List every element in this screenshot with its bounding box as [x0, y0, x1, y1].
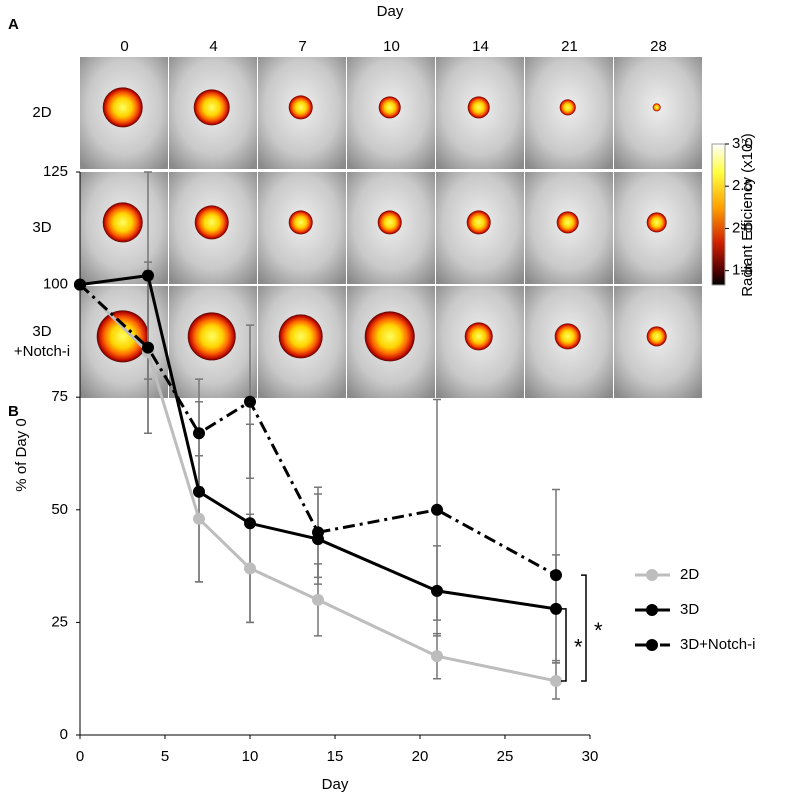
y-tick-label: 50	[51, 501, 68, 518]
signal-blob	[364, 311, 415, 362]
column-label: 28	[650, 38, 667, 55]
x-tick-label: 10	[242, 748, 259, 765]
signal-blob	[193, 89, 230, 126]
column-label: 10	[383, 38, 400, 55]
signal-blob	[288, 210, 313, 235]
data-point	[142, 341, 154, 354]
legend-marker	[646, 569, 658, 581]
y-tick-label: 75	[51, 388, 68, 405]
signal-blob	[194, 205, 229, 240]
data-point	[550, 674, 562, 687]
x-tick-label: 30	[582, 748, 599, 765]
signal-blob	[556, 211, 579, 234]
signal-blob	[652, 103, 661, 112]
signal-blob	[554, 323, 581, 350]
data-point	[431, 584, 443, 597]
signal-blob	[646, 212, 667, 233]
y-axis-label: % of Day 0	[13, 418, 30, 491]
y-tick-label: 0	[60, 726, 68, 743]
data-point	[142, 269, 154, 282]
signal-blob	[467, 96, 490, 119]
data-point	[431, 503, 443, 516]
data-point	[74, 278, 86, 291]
signal-blob	[378, 96, 401, 119]
signal-blob	[466, 210, 491, 235]
data-point	[550, 569, 562, 582]
signal-blob	[288, 95, 313, 120]
colorbar-tick-label: 3.0	[732, 135, 753, 152]
signal-blob	[278, 314, 323, 359]
legend-label: 3D	[680, 601, 699, 618]
panel-label: B	[8, 403, 19, 420]
signal-blob	[102, 87, 143, 128]
x-tick-label: 20	[412, 748, 429, 765]
signal-blob	[559, 99, 576, 116]
signal-blob	[187, 312, 236, 361]
row-label: +Notch-i	[14, 343, 70, 360]
colorbar-tick-label: 2.5	[732, 177, 753, 194]
data-point	[193, 485, 205, 498]
x-axis-label: Day	[322, 776, 349, 793]
signal-blob	[646, 326, 667, 347]
colorbar-tick-label: 2.0	[732, 219, 753, 236]
x-tick-label: 0	[76, 748, 84, 765]
data-point	[550, 602, 562, 615]
column-label: 4	[209, 38, 217, 55]
data-point	[431, 650, 443, 663]
column-label: 21	[561, 38, 578, 55]
column-label: 7	[298, 38, 306, 55]
colorbar-tick-label: 1.5	[732, 262, 753, 279]
data-point	[193, 512, 205, 525]
signal-blob	[102, 202, 143, 243]
legend-label: 3D+Notch-i	[680, 636, 755, 653]
x-tick-label: 5	[161, 748, 169, 765]
y-tick-label: 100	[43, 276, 68, 293]
signal-blob	[96, 310, 149, 363]
data-point	[244, 395, 256, 408]
data-point	[244, 562, 256, 575]
significance-bracket	[561, 608, 567, 682]
significance-label: *	[594, 618, 603, 643]
y-tick-label: 25	[51, 613, 68, 630]
data-point	[193, 427, 205, 440]
column-label: 14	[472, 38, 489, 55]
significance-label: *	[574, 635, 583, 660]
data-point	[312, 593, 324, 606]
x-tick-label: 15	[327, 748, 344, 765]
significance-bracket	[581, 574, 587, 682]
signal-blob	[464, 322, 493, 351]
column-label: 0	[120, 38, 128, 55]
image-tile	[614, 57, 702, 169]
legend-marker	[646, 639, 658, 651]
data-point	[312, 526, 324, 539]
row-label: 2D	[32, 104, 51, 121]
panel-label: A	[8, 16, 19, 33]
legend-marker	[646, 604, 658, 616]
signal-blob	[377, 210, 402, 235]
legend-label: 2D	[680, 566, 699, 583]
panel-title: Day	[377, 3, 404, 20]
row-label: 3D	[32, 323, 51, 340]
colorbar-label: Radiant Efficiency (x10⁷)	[739, 133, 756, 297]
colorbar	[711, 143, 726, 286]
data-point	[244, 517, 256, 530]
y-tick-label: 125	[43, 163, 68, 180]
x-tick-label: 25	[497, 748, 514, 765]
row-label: 3D	[32, 219, 51, 236]
